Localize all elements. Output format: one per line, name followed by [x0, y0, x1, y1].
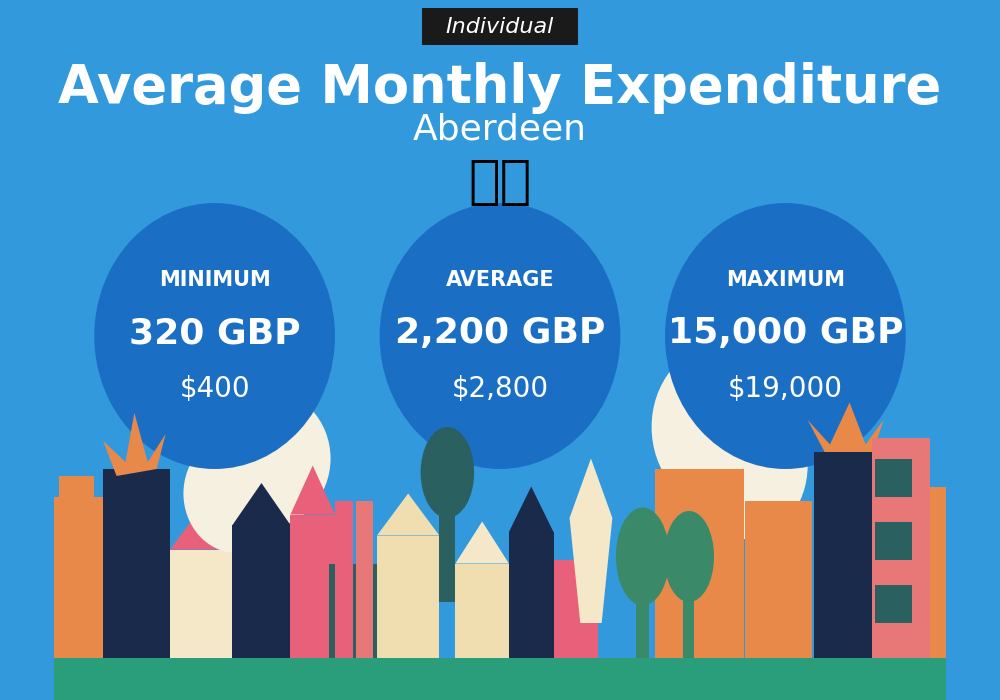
FancyBboxPatch shape	[422, 8, 578, 45]
Text: 15,000 GBP: 15,000 GBP	[668, 316, 903, 350]
Ellipse shape	[616, 508, 669, 606]
Bar	[745, 500, 812, 658]
Bar	[103, 469, 170, 658]
Text: $19,000: $19,000	[728, 375, 843, 403]
Bar	[377, 536, 439, 658]
Bar	[329, 564, 378, 658]
Ellipse shape	[652, 346, 785, 508]
Ellipse shape	[665, 203, 906, 469]
Bar	[872, 438, 930, 658]
Ellipse shape	[94, 203, 335, 469]
Bar	[356, 500, 373, 658]
Polygon shape	[170, 508, 232, 550]
Ellipse shape	[380, 203, 620, 469]
Ellipse shape	[197, 389, 331, 528]
Bar	[170, 550, 232, 658]
Ellipse shape	[183, 434, 290, 553]
Text: $2,800: $2,800	[451, 375, 549, 403]
Bar	[930, 486, 946, 658]
Text: AVERAGE: AVERAGE	[446, 270, 554, 290]
Bar	[54, 658, 946, 700]
Bar	[554, 560, 598, 658]
Polygon shape	[455, 522, 509, 564]
Text: MINIMUM: MINIMUM	[159, 270, 271, 290]
Bar	[683, 556, 694, 658]
Text: $400: $400	[179, 375, 250, 403]
Bar	[814, 452, 872, 658]
Polygon shape	[570, 458, 612, 623]
Polygon shape	[290, 466, 335, 514]
Bar	[439, 476, 455, 602]
Bar	[232, 525, 290, 658]
Text: 2,200 GBP: 2,200 GBP	[395, 316, 605, 350]
Bar	[54, 497, 103, 658]
Text: 🇬🇧: 🇬🇧	[468, 156, 532, 208]
Text: Average Monthly Expenditure: Average Monthly Expenditure	[58, 62, 942, 113]
Bar	[59, 476, 94, 497]
Bar	[335, 500, 353, 658]
Bar	[509, 532, 554, 658]
Polygon shape	[103, 413, 166, 476]
Ellipse shape	[421, 427, 474, 518]
Text: Individual: Individual	[446, 17, 554, 36]
Bar	[290, 514, 335, 658]
Bar	[875, 522, 912, 560]
Ellipse shape	[664, 511, 714, 602]
Polygon shape	[377, 494, 439, 536]
Bar	[875, 458, 912, 497]
Bar	[875, 584, 912, 623]
Bar	[636, 556, 649, 658]
Polygon shape	[232, 483, 290, 525]
Text: 320 GBP: 320 GBP	[129, 316, 300, 350]
Ellipse shape	[683, 392, 808, 539]
Polygon shape	[509, 486, 554, 532]
Bar	[455, 564, 509, 658]
Text: MAXIMUM: MAXIMUM	[726, 270, 845, 290]
Polygon shape	[808, 402, 883, 462]
Bar	[655, 469, 744, 658]
Text: Aberdeen: Aberdeen	[413, 113, 587, 146]
